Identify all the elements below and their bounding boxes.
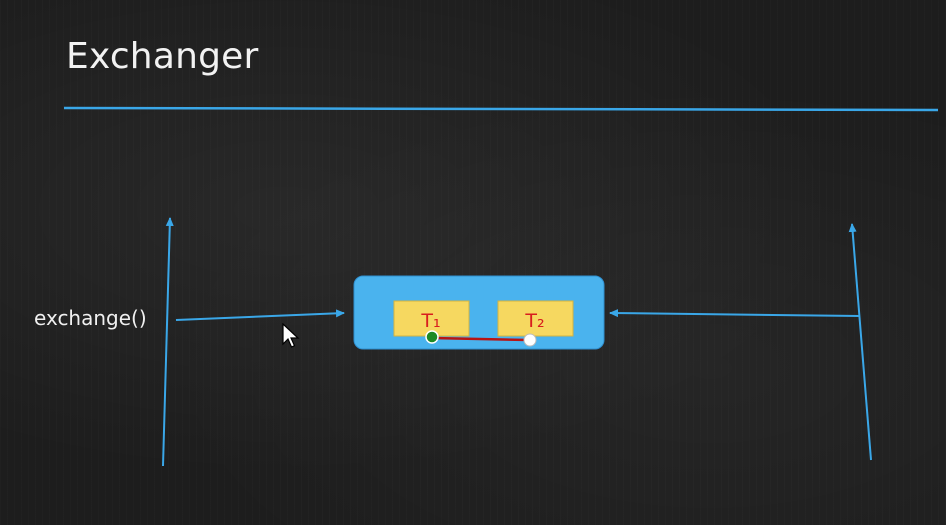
right-exchange-arrow bbox=[609, 309, 861, 318]
t2-node bbox=[523, 333, 537, 347]
exchange-call-label: exchange() bbox=[34, 306, 147, 330]
slot-t1-label: T₁ bbox=[420, 310, 440, 332]
left-exchange-arrow bbox=[175, 309, 345, 321]
t1-node bbox=[425, 330, 439, 344]
right-thread-timeline bbox=[848, 223, 872, 461]
slot-t2-label: T₂ bbox=[524, 310, 544, 332]
mouse-pointer-icon bbox=[282, 323, 300, 348]
slide-title: Exchanger bbox=[66, 36, 259, 77]
left-thread-timeline bbox=[162, 217, 174, 467]
title-divider bbox=[63, 106, 939, 112]
slot-t2 bbox=[497, 300, 574, 337]
pairing-link bbox=[431, 336, 530, 342]
